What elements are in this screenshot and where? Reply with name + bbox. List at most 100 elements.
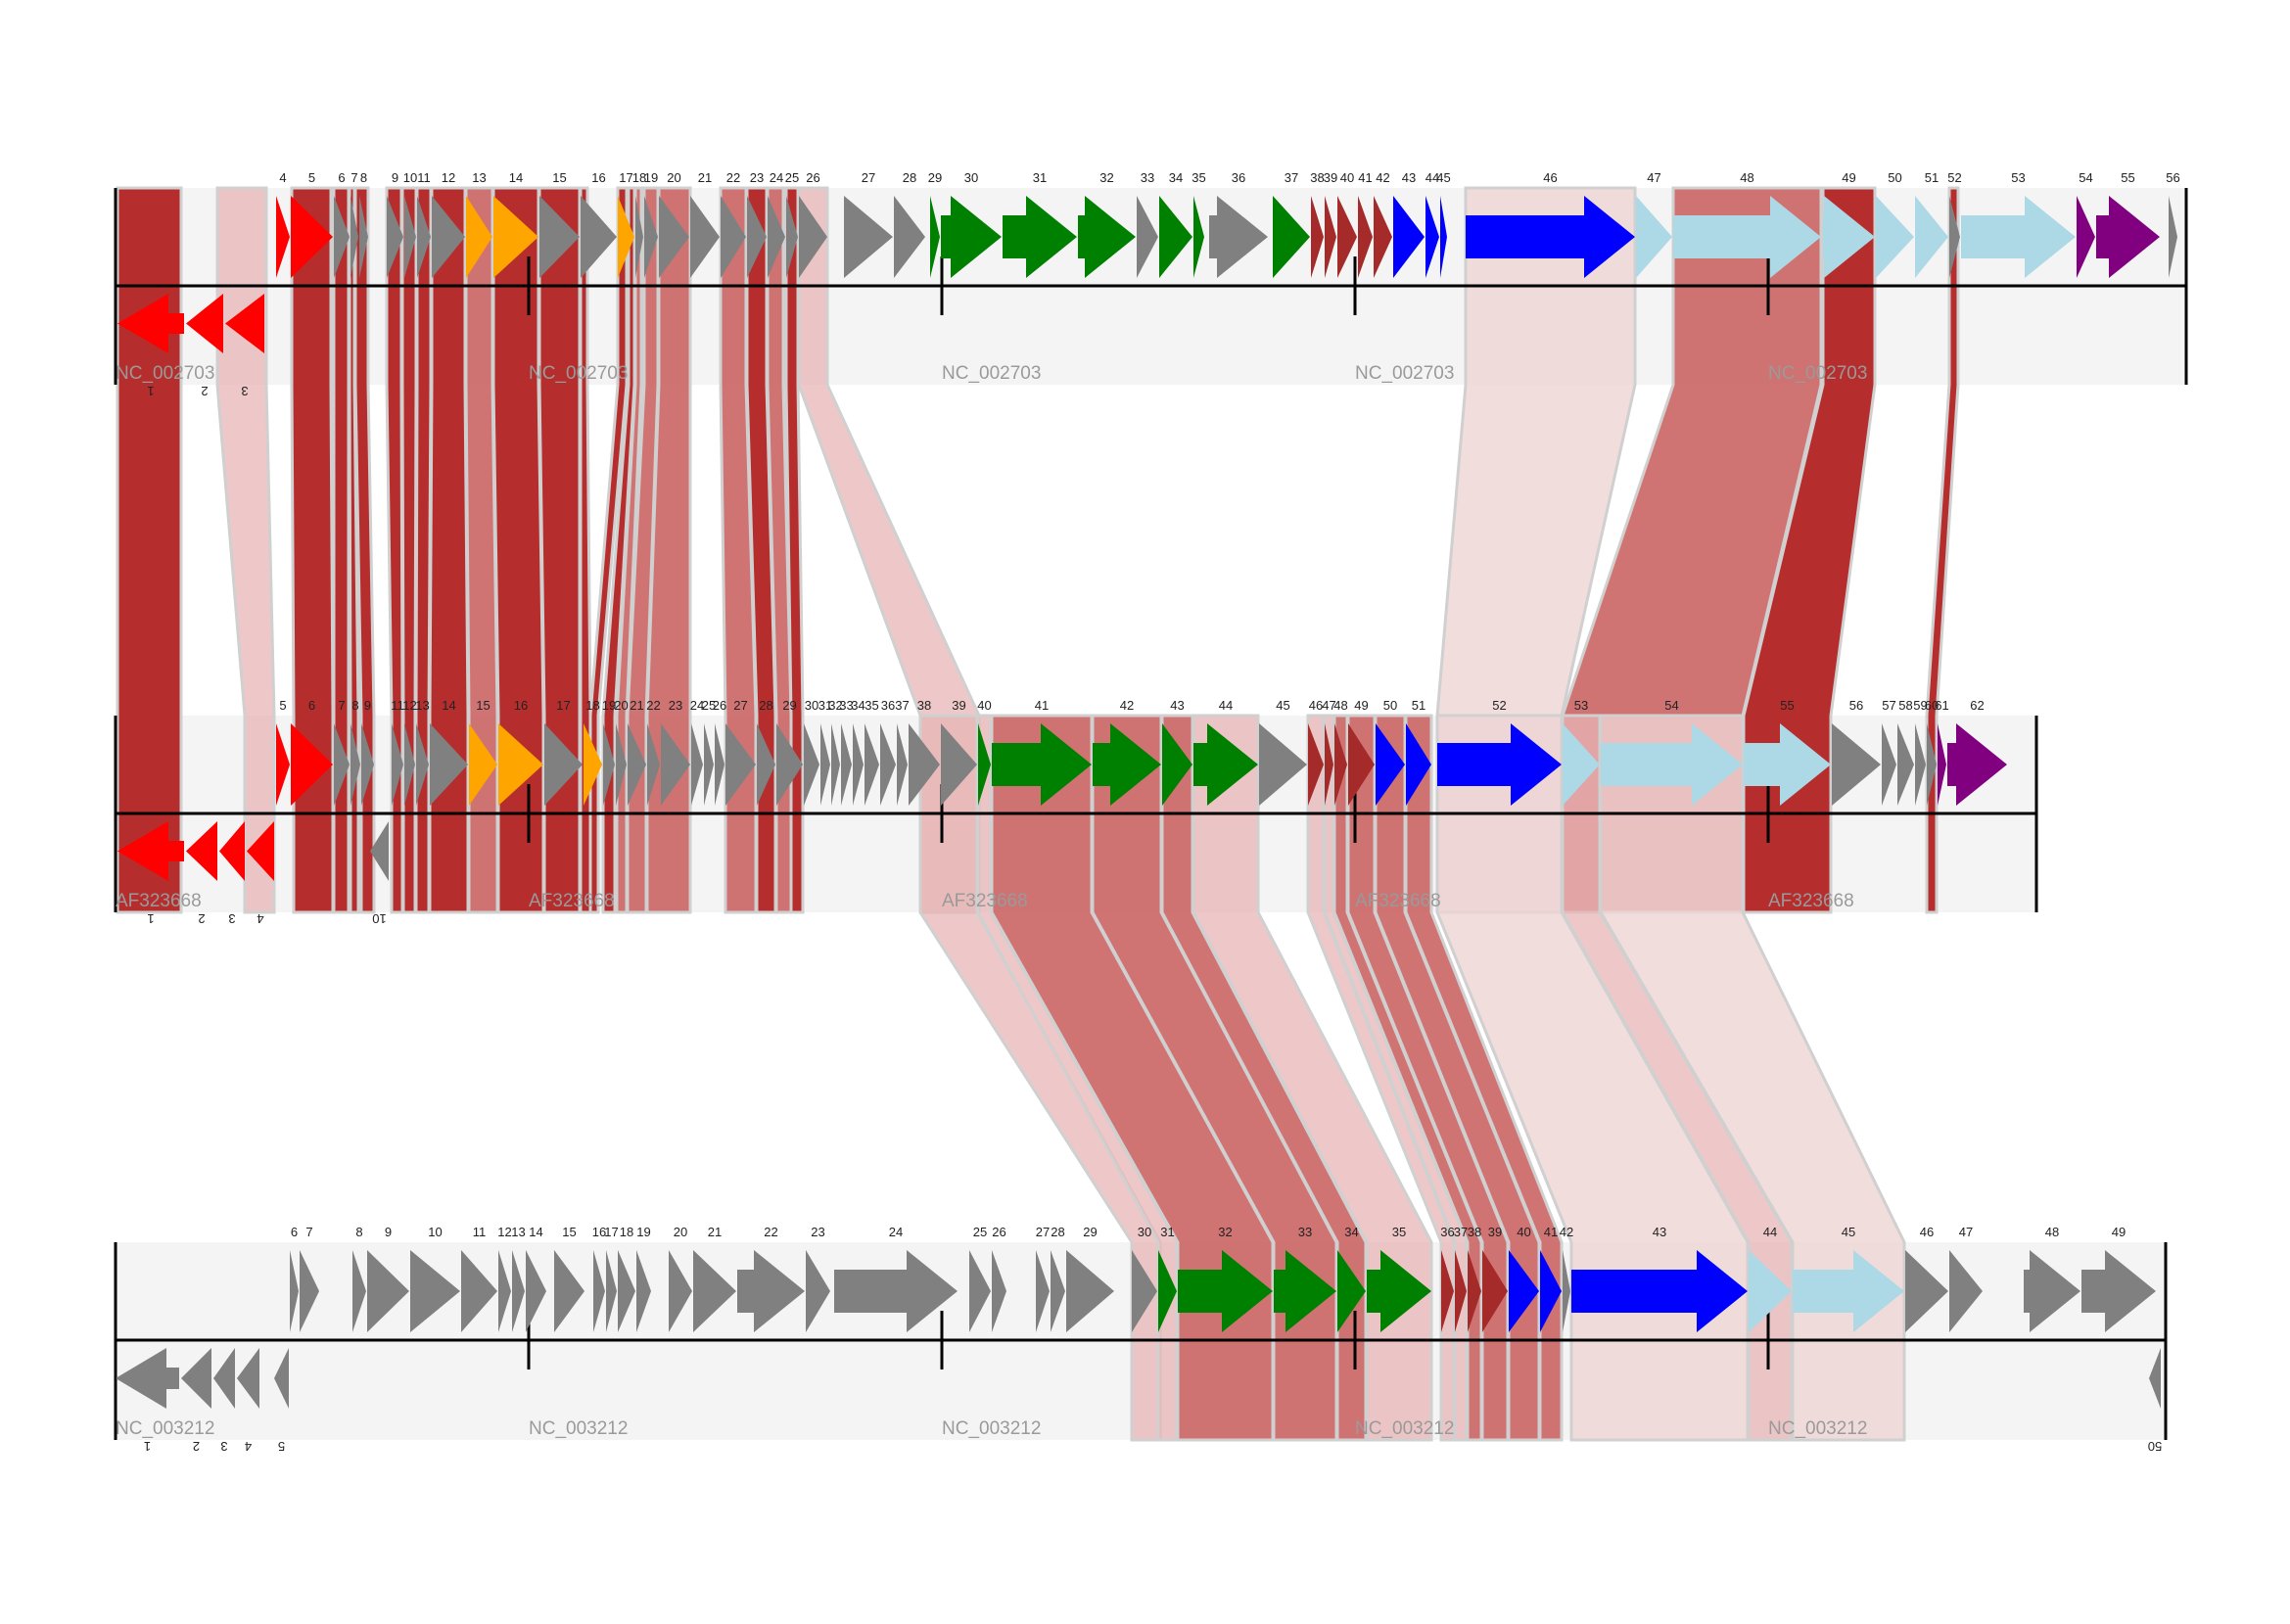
gene-label: 31 [1160,1225,1174,1239]
gene-label: 58 [1898,698,1912,713]
gene-label: 33 [1141,170,1154,185]
gene-arrow-36 [1209,196,1268,278]
gene-label: 50 [1888,170,1901,185]
gene-label: 35 [865,698,878,713]
gene-arrow-34 [853,723,864,806]
gene-label: 26 [806,170,819,185]
gene-label: 26 [992,1225,1005,1239]
gene-label: 38 [1468,1225,1481,1239]
gene-label: 47 [1647,170,1660,185]
gene-arrow-39 [1482,1250,1508,1332]
gene-arrow-16 [498,723,543,806]
gene-label: 16 [514,698,528,713]
gene-arrow-45 [1440,196,1447,278]
gene-label: 7 [351,170,357,185]
gene-arrow-8 [352,1250,366,1332]
gene-arrow-20 [659,196,689,278]
gene-label: 59 [1913,698,1927,713]
gene-arrow-37 [1273,196,1310,278]
gene-arrow-6 [290,1250,299,1332]
gene-arrow-55 [1744,723,1831,806]
gene-arrow-55 [2096,196,2160,278]
gene-arrow-52 [1437,723,1562,806]
gene-arrow-45 [1793,1250,1904,1332]
gene-arrow-10 [370,821,389,881]
gene-arrow-11 [392,723,403,806]
gene-label: 32 [1099,170,1113,185]
gene-label: 40 [1517,1225,1530,1239]
gene-label: 29 [1083,1225,1097,1239]
gene-label: 49 [1354,698,1368,713]
gene-label: 46 [1543,170,1557,185]
gene-label: 42 [1376,170,1389,185]
gene-label: 49 [1842,170,1855,185]
gene-arrow-11 [417,196,431,278]
gene-arrow-12 [432,196,465,278]
gene-label: 28 [759,698,772,713]
gene-arrow-17 [606,1250,617,1332]
gene-arrow-56 [2169,196,2177,278]
gene-arrow-53 [1961,196,2076,278]
gene-label: 5 [279,698,286,713]
gene-label: 17 [556,698,570,713]
gene-label: 28 [903,170,916,185]
gene-label: 48 [1740,170,1753,185]
homology-link [1925,186,1960,914]
gene-label: 37 [895,698,909,713]
gene-arrow-26 [715,723,724,806]
gene-label: 21 [698,170,712,185]
gene-label: 32 [828,698,842,713]
gene-label: 41 [1035,698,1049,713]
gene-label: 53 [1574,698,1588,713]
gene-label: 13 [472,170,486,185]
gene-arrow-15 [539,196,580,278]
gene-label: 17 [604,1225,618,1239]
gene-arrow-7 [351,196,358,278]
gene-label: 41 [1544,1225,1558,1239]
gene-label: 2 [193,1439,200,1454]
gene-arrow-31 [820,723,830,806]
gene-label: 38 [917,698,931,713]
gene-arrow-52 [1949,196,1960,278]
gene-arrow-31 [1158,1250,1177,1332]
gene-label: 33 [839,698,853,713]
track-name-label: AF323668 [529,891,615,911]
gene-label: 24 [889,1225,903,1239]
gene-label: 17 [619,170,632,185]
gene-arrow-51 [1915,196,1948,278]
gene-label: 20 [674,1225,687,1239]
gene-arrow-8 [351,723,360,806]
gene-label: 42 [1120,698,1134,713]
gene-arrow-48 [1334,723,1347,806]
gene-label: 12 [402,698,416,713]
gene-label: 2 [201,384,208,398]
gene-label: 45 [1842,1225,1855,1239]
track-name-label: AF323668 [116,891,202,911]
gene-arrow-19 [636,1250,651,1332]
gene-arrow-39 [941,723,977,806]
gene-arrow-9 [361,723,374,806]
gene-label: 20 [667,170,680,185]
gene-arrow-9 [387,196,403,278]
gene-label: 30 [964,170,978,185]
gene-label: 34 [1169,170,1183,185]
gene-label: 14 [529,1225,542,1239]
gene-label: 61 [1935,698,1948,713]
gene-arrow-45 [1259,723,1307,806]
gene-arrow-35 [1193,196,1204,278]
track-name-label: AF323668 [1355,891,1441,911]
gene-label: 39 [952,698,965,713]
gene-label: 45 [1276,698,1289,713]
gene-arrow-4 [276,196,290,278]
gene-arrow-2 [186,294,223,353]
gene-arrow-38 [1311,196,1324,278]
gene-arrow-53 [1563,723,1600,806]
gene-label: 8 [355,1225,362,1239]
gene-label: 3 [241,384,248,398]
gene-arrow-20 [616,723,627,806]
gene-label: 40 [1340,170,1354,185]
gene-label: 15 [476,698,490,713]
gene-arrow-1 [117,294,184,353]
gene-arrow-8 [359,196,368,278]
gene-label: 9 [364,698,371,713]
